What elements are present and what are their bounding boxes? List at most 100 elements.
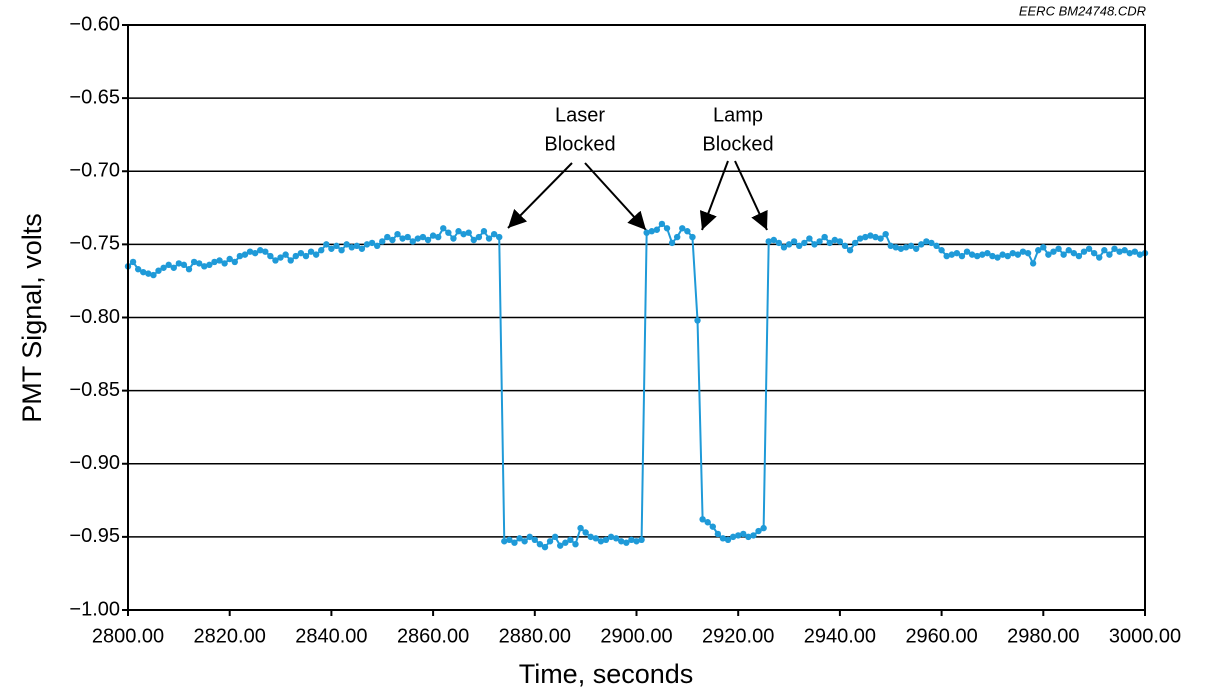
data-point (216, 257, 223, 264)
data-point (923, 238, 930, 245)
data-point (984, 249, 991, 257)
data-point (1009, 249, 1016, 257)
data-point (694, 317, 701, 324)
data-point (999, 251, 1006, 258)
y-tick-label: −0.75 (69, 233, 120, 255)
data-point (877, 235, 884, 242)
data-point (1055, 245, 1062, 252)
data-point (724, 536, 732, 543)
data-point (150, 271, 157, 279)
data-point (628, 536, 635, 543)
data-point (928, 239, 935, 247)
data-point (857, 235, 864, 242)
data-point (262, 248, 269, 255)
data-point (1029, 260, 1037, 267)
data-point (1004, 252, 1011, 260)
data-point (175, 260, 183, 267)
data-point (740, 530, 747, 538)
data-point (1090, 249, 1098, 257)
data-point (689, 233, 696, 241)
data-point (272, 257, 279, 264)
data-point (445, 229, 452, 236)
data-point (1075, 252, 1083, 260)
data-point (404, 233, 411, 241)
data-point (816, 238, 823, 245)
x-tick-label: 2840.00 (295, 625, 367, 647)
data-point (241, 251, 249, 258)
data-point (618, 538, 625, 545)
data-point (190, 258, 198, 266)
data-point (185, 266, 193, 273)
data-point (165, 261, 172, 269)
data-point (831, 236, 839, 244)
data-point (307, 248, 315, 255)
data-point (770, 236, 777, 244)
x-tick-label: 2960.00 (905, 625, 977, 647)
data-point (933, 242, 940, 250)
data-point (973, 252, 981, 260)
data-point (302, 252, 310, 260)
data-point (257, 247, 264, 254)
data-point (968, 251, 976, 258)
data-point (511, 539, 518, 546)
x-tick-label: 2880.00 (499, 625, 571, 647)
data-point (180, 261, 188, 269)
data-point (755, 527, 762, 535)
data-point (912, 245, 920, 252)
data-point (246, 248, 254, 255)
data-point (323, 241, 330, 248)
data-point (236, 252, 244, 260)
data-point (475, 233, 483, 241)
data-point (958, 252, 966, 260)
data-point (1131, 248, 1139, 255)
data-point (948, 251, 955, 258)
data-point (348, 244, 355, 251)
x-tick-label: 2860.00 (397, 625, 469, 647)
data-point (195, 260, 203, 267)
data-point (1050, 248, 1057, 255)
data-point (358, 245, 366, 252)
data-point (373, 242, 381, 250)
arrows (507, 160, 768, 231)
data-point (714, 530, 722, 538)
data-point (979, 251, 986, 258)
data-point (663, 225, 671, 232)
data-point (846, 247, 854, 254)
data-point (251, 249, 259, 257)
y-axis-label: PMT Signal, volts (17, 213, 47, 423)
data-point (597, 538, 605, 545)
data-point (602, 536, 610, 543)
data-point (546, 538, 554, 545)
data-point (1080, 248, 1088, 255)
data-point (1096, 254, 1103, 261)
data-point (379, 238, 386, 245)
data-point (1121, 247, 1128, 254)
data-point (211, 258, 218, 266)
data-point (160, 264, 167, 271)
data-point (653, 226, 661, 233)
data-point (1085, 245, 1093, 252)
x-tick-label: 2980.00 (1007, 625, 1079, 647)
data-point (567, 536, 574, 543)
y-tick-label: −1.00 (69, 598, 120, 620)
series-line (127, 222, 1146, 549)
data-point (1040, 244, 1047, 251)
data-point (735, 532, 742, 539)
data-point (201, 263, 208, 270)
data-point (455, 228, 462, 235)
data-point (699, 516, 706, 523)
annotation: Laser (555, 104, 605, 126)
data-point (1111, 245, 1118, 252)
data-point (145, 270, 152, 277)
data-point (577, 524, 584, 532)
data-point (765, 238, 772, 245)
data-point (333, 242, 340, 250)
data-point (440, 225, 447, 232)
data-point (1065, 247, 1072, 254)
data-point (470, 236, 477, 244)
data-point (384, 233, 391, 241)
data-point (516, 535, 523, 542)
data-point (496, 233, 503, 241)
data-point (989, 252, 996, 260)
